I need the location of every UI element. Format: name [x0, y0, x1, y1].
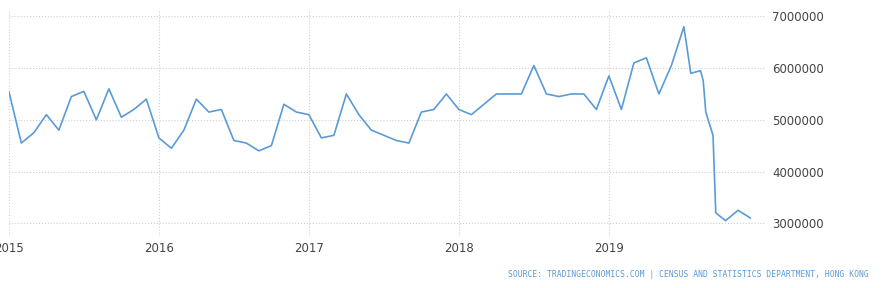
- Text: SOURCE: TRADINGECONOMICS.COM | CENSUS AND STATISTICS DEPARTMENT, HONG KONG: SOURCE: TRADINGECONOMICS.COM | CENSUS AN…: [508, 270, 868, 279]
